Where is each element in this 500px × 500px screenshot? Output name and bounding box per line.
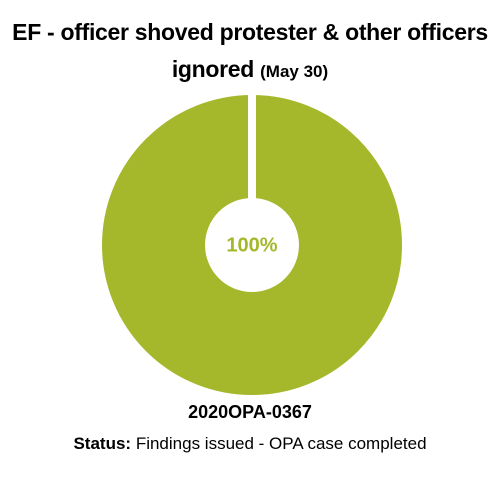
status-text: Findings issued - OPA case completed bbox=[135, 434, 427, 453]
chart-title: EF - officer shoved protester & other of… bbox=[5, 14, 495, 90]
pie-slice bbox=[94, 86, 410, 404]
status-label: Status: bbox=[73, 434, 132, 453]
title-note: (May 30) bbox=[260, 62, 329, 81]
value-label: 100% bbox=[226, 234, 277, 256]
title-text: EF - officer shoved protester & other of… bbox=[12, 19, 488, 82]
case-number: 2020OPA-0367 bbox=[188, 402, 312, 422]
status-line: Status: Findings issued - OPA case compl… bbox=[0, 434, 500, 454]
